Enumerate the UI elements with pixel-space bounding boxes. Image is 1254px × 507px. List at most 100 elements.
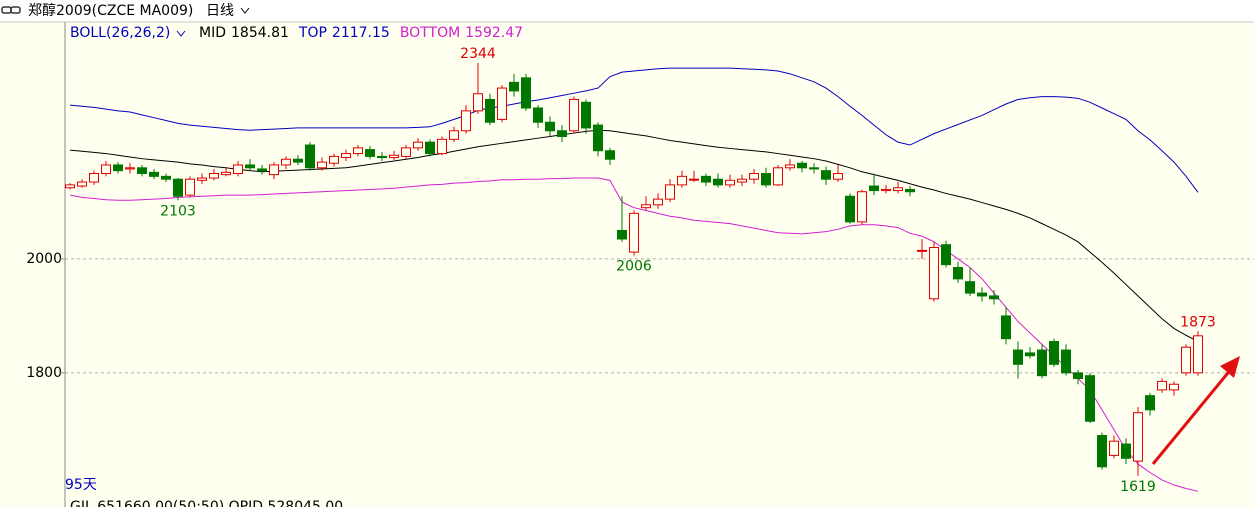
period-dropdown[interactable] bbox=[240, 7, 250, 14]
legend-name: TOP bbox=[298, 25, 327, 41]
candle-body bbox=[293, 158, 303, 163]
candle-body bbox=[113, 164, 123, 172]
candle-body bbox=[449, 130, 459, 140]
indicator-name[interactable]: BOLL(26,26,2) bbox=[70, 25, 170, 41]
candle-body bbox=[173, 178, 183, 197]
candle-body bbox=[1085, 375, 1095, 422]
extreme-label: 2006 bbox=[616, 259, 652, 275]
candle-body bbox=[329, 155, 339, 164]
candle-body bbox=[461, 110, 471, 132]
legend-name: MID bbox=[199, 25, 226, 41]
candle-body bbox=[929, 247, 939, 300]
candle-body bbox=[1109, 440, 1119, 456]
candle-body bbox=[485, 98, 495, 123]
candle-body bbox=[1145, 395, 1155, 411]
boll-line bbox=[69, 67, 1199, 193]
candle-body bbox=[245, 164, 255, 169]
candle-body bbox=[989, 295, 999, 300]
candle-body bbox=[1121, 443, 1131, 459]
footer-indicator: GJL 651660.00(50:50) OPID 528045.00 bbox=[70, 499, 343, 507]
candle-body bbox=[977, 292, 987, 297]
candle-body bbox=[1181, 346, 1191, 374]
candle-body bbox=[365, 149, 375, 157]
candle-body bbox=[953, 266, 963, 280]
candle-body bbox=[233, 164, 243, 174]
boll-line bbox=[69, 129, 1199, 342]
indicator-dropdown[interactable] bbox=[176, 30, 186, 37]
candle-body bbox=[89, 172, 99, 183]
candle-body bbox=[281, 158, 291, 166]
candle-body bbox=[605, 150, 615, 160]
candle-body bbox=[821, 170, 831, 180]
trend-arrow bbox=[1151, 356, 1240, 465]
candle-body bbox=[269, 164, 279, 176]
candle-body bbox=[533, 107, 543, 123]
candle-body bbox=[149, 171, 159, 177]
candle-body bbox=[1097, 434, 1107, 468]
candle-body bbox=[413, 141, 423, 149]
extreme-label: 2103 bbox=[160, 203, 196, 219]
candle-body bbox=[389, 154, 399, 159]
candle-body bbox=[521, 77, 531, 109]
candle-body bbox=[1061, 349, 1071, 374]
candle-body bbox=[581, 101, 591, 129]
candle-body bbox=[497, 87, 507, 120]
candle-body bbox=[749, 172, 759, 180]
candle-body bbox=[641, 204, 651, 209]
candle-body bbox=[593, 124, 603, 152]
candle-body bbox=[209, 172, 219, 179]
candle-body bbox=[65, 184, 75, 189]
extreme-label: 1873 bbox=[1180, 314, 1216, 330]
chart-title: 郑醇2009(CZCE MA009) bbox=[28, 2, 193, 19]
candle-body bbox=[737, 178, 747, 183]
candle-body bbox=[869, 185, 879, 192]
link-icon[interactable] bbox=[1, 6, 21, 14]
candle-body bbox=[161, 175, 171, 180]
candle-body bbox=[713, 178, 723, 186]
candle-body bbox=[125, 167, 135, 170]
extreme-label: 2344 bbox=[460, 46, 496, 62]
candle-body bbox=[665, 184, 675, 200]
candle-body bbox=[401, 147, 411, 157]
candle-body bbox=[1025, 352, 1035, 357]
candle-body bbox=[761, 172, 771, 186]
candle-body bbox=[197, 177, 207, 181]
candle-body bbox=[1133, 412, 1143, 462]
candle-body bbox=[1049, 341, 1059, 365]
candle-body bbox=[221, 171, 231, 176]
bar-count: 95天 bbox=[65, 477, 97, 493]
legend: MID 1854.81 TOP 2117.15 BOTTOM 1592.47 bbox=[199, 25, 523, 41]
candle-body bbox=[1157, 380, 1167, 391]
candle-body bbox=[437, 138, 447, 155]
candle-body bbox=[101, 164, 111, 174]
candle-body bbox=[77, 181, 87, 187]
candle-body bbox=[353, 147, 363, 155]
candle-body bbox=[1037, 349, 1047, 377]
candle-body bbox=[689, 178, 699, 181]
candle-body bbox=[425, 141, 435, 155]
title-bar bbox=[0, 0, 1254, 22]
candle-body bbox=[725, 179, 735, 186]
candle-body bbox=[185, 178, 195, 196]
plot-area: 2344 2103 2006 1619 1873 bbox=[65, 46, 1254, 495]
y-tick-label: 2000 bbox=[26, 251, 62, 267]
candle-body bbox=[905, 188, 915, 193]
candle-body bbox=[305, 144, 315, 169]
legend-name: BOTTOM bbox=[400, 25, 460, 41]
candle-body bbox=[833, 172, 843, 180]
candle-body bbox=[785, 164, 795, 169]
extreme-label: 1619 bbox=[1120, 479, 1156, 495]
candle-body bbox=[473, 93, 483, 112]
candle-body bbox=[557, 130, 567, 137]
candle-body bbox=[509, 81, 519, 92]
y-tick-label: 1800 bbox=[26, 365, 62, 381]
legend-value: 1592.47 bbox=[465, 25, 523, 41]
candle-body bbox=[257, 168, 267, 172]
candle-body bbox=[809, 167, 819, 170]
candle-body bbox=[629, 212, 639, 253]
period-selector[interactable]: 日线 bbox=[206, 3, 234, 19]
candle-body bbox=[917, 249, 927, 252]
boll-line bbox=[69, 177, 1199, 492]
